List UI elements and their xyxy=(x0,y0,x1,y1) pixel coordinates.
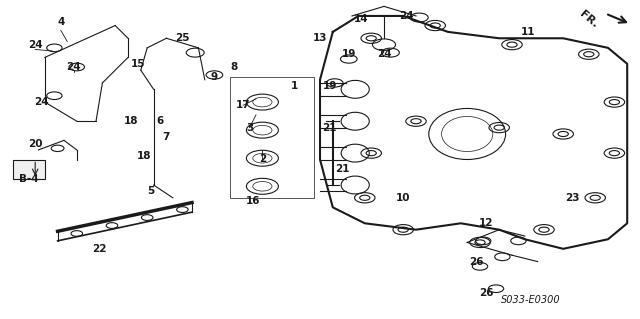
Text: B-4: B-4 xyxy=(19,174,38,184)
Text: 7: 7 xyxy=(163,132,170,142)
Text: 19: 19 xyxy=(323,81,337,91)
Text: 1: 1 xyxy=(291,81,298,91)
Text: 8: 8 xyxy=(230,62,237,72)
Text: 6: 6 xyxy=(156,116,164,126)
Bar xyxy=(13,160,45,179)
Text: 20: 20 xyxy=(28,138,42,149)
Text: 16: 16 xyxy=(246,196,260,206)
Text: 18: 18 xyxy=(137,151,151,161)
Text: 26: 26 xyxy=(479,288,493,299)
Text: 15: 15 xyxy=(131,59,145,69)
Text: FR.: FR. xyxy=(578,9,600,30)
Text: 24: 24 xyxy=(67,62,81,72)
Text: 10: 10 xyxy=(396,193,410,203)
Text: 3: 3 xyxy=(246,122,253,133)
Text: 21: 21 xyxy=(335,164,349,174)
Text: 14: 14 xyxy=(355,14,369,24)
Text: 24: 24 xyxy=(28,40,42,50)
Text: S033-E0300: S033-E0300 xyxy=(501,295,561,305)
Text: 26: 26 xyxy=(470,256,484,267)
Text: 4: 4 xyxy=(57,17,65,27)
Text: 12: 12 xyxy=(479,218,493,228)
Text: 17: 17 xyxy=(236,100,250,110)
Bar xyxy=(230,77,314,198)
Text: 24: 24 xyxy=(35,97,49,107)
Text: 13: 13 xyxy=(313,33,327,43)
Text: 19: 19 xyxy=(342,49,356,59)
Text: 9: 9 xyxy=(211,71,218,82)
Text: 22: 22 xyxy=(92,244,106,254)
Text: 2: 2 xyxy=(259,154,266,165)
Text: 11: 11 xyxy=(521,27,535,37)
Text: 25: 25 xyxy=(175,33,189,43)
Text: 5: 5 xyxy=(147,186,154,197)
Text: 24: 24 xyxy=(377,49,391,59)
Text: 24: 24 xyxy=(399,11,413,21)
Text: 18: 18 xyxy=(124,116,138,126)
Text: 23: 23 xyxy=(566,193,580,203)
Text: 21: 21 xyxy=(323,122,337,133)
